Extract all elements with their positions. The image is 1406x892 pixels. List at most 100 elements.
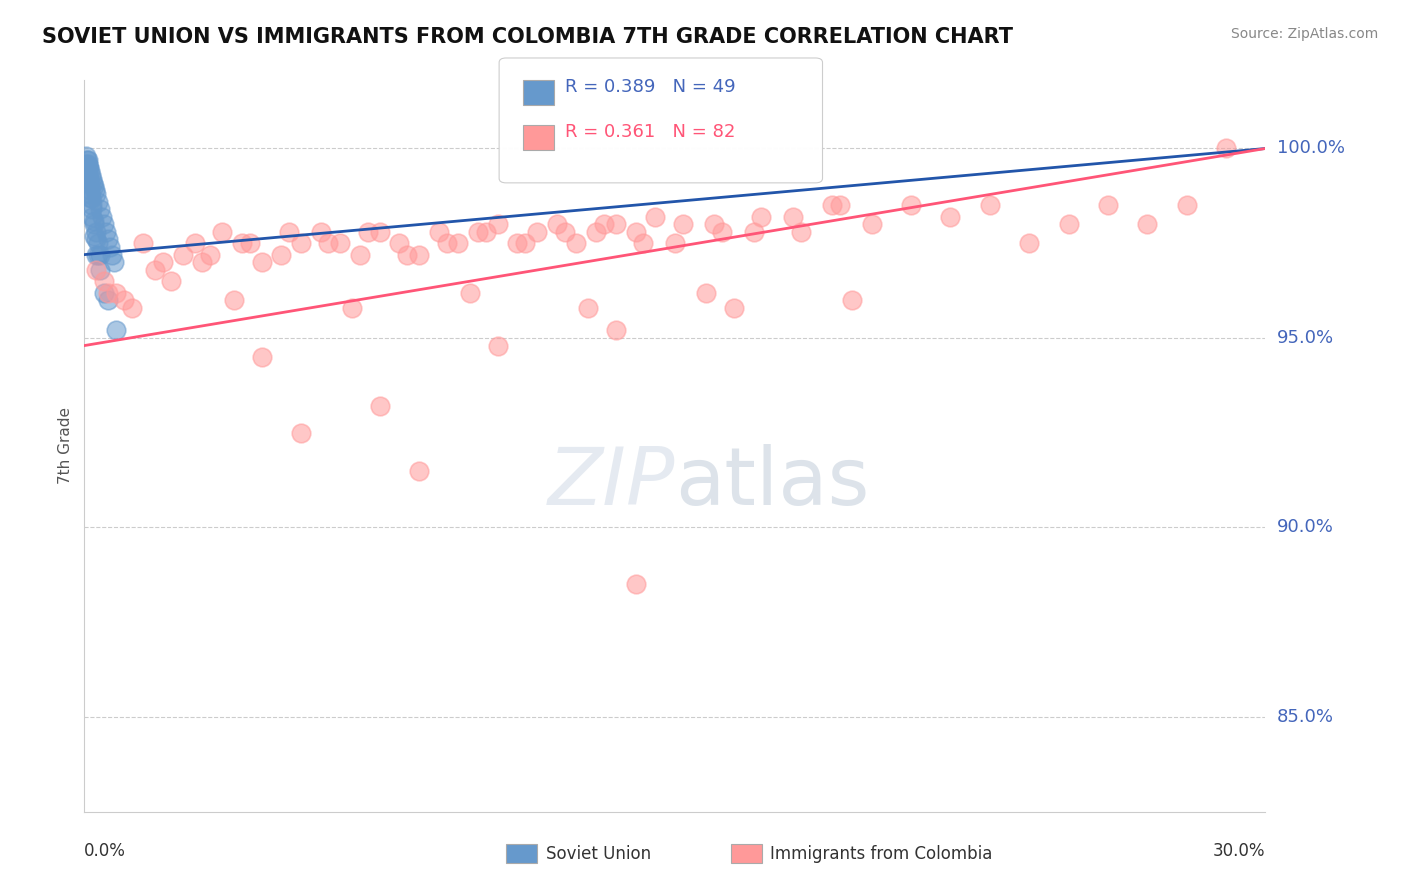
Point — [860, 217, 883, 231]
Point — [77, 156, 100, 170]
Point — [427, 225, 450, 239]
Point — [80, 168, 103, 182]
Text: 95.0%: 95.0% — [1277, 329, 1334, 347]
Point — [83, 213, 105, 227]
Point — [396, 247, 419, 261]
Point — [222, 293, 245, 307]
Point — [79, 183, 101, 197]
Point — [87, 236, 110, 251]
Point — [239, 236, 262, 251]
Point — [82, 176, 104, 190]
Point — [1097, 198, 1119, 212]
Point — [486, 338, 509, 352]
Point — [79, 191, 101, 205]
Point — [250, 255, 273, 269]
Point — [475, 225, 498, 239]
Point — [250, 350, 273, 364]
Point — [782, 210, 804, 224]
Point — [979, 198, 1001, 212]
Point — [742, 225, 765, 239]
Point — [939, 210, 962, 224]
Point — [711, 225, 734, 239]
Point — [672, 217, 695, 231]
Point — [104, 285, 127, 300]
Point — [290, 236, 312, 251]
Point — [79, 164, 101, 178]
Text: atlas: atlas — [675, 443, 869, 522]
Point — [388, 236, 411, 251]
Point — [585, 225, 607, 239]
Point — [93, 285, 115, 300]
Point — [821, 198, 844, 212]
Point — [87, 194, 110, 209]
Point — [723, 301, 745, 315]
Point — [436, 236, 458, 251]
Point — [77, 171, 100, 186]
Point — [103, 255, 125, 269]
Point — [290, 425, 312, 440]
Point — [93, 274, 115, 288]
Point — [77, 176, 100, 190]
Point — [152, 255, 174, 269]
Text: Immigrants from Colombia: Immigrants from Colombia — [770, 845, 993, 863]
Point — [486, 217, 509, 231]
Point — [368, 399, 391, 413]
Text: ZIP: ZIP — [547, 443, 675, 522]
Text: 90.0%: 90.0% — [1277, 518, 1333, 536]
Point — [340, 301, 363, 315]
Point — [841, 293, 863, 307]
Point — [75, 156, 97, 170]
Point — [75, 149, 97, 163]
Point — [76, 161, 98, 175]
Text: 85.0%: 85.0% — [1277, 708, 1333, 726]
Point — [83, 217, 105, 231]
Point — [94, 225, 117, 239]
Text: R = 0.389   N = 49: R = 0.389 N = 49 — [565, 78, 735, 96]
Point — [82, 171, 104, 186]
Point — [84, 186, 107, 201]
Point — [900, 198, 922, 212]
Point — [506, 236, 529, 251]
Point — [278, 225, 301, 239]
Point — [91, 210, 114, 224]
Point — [77, 161, 100, 175]
Point — [318, 236, 340, 251]
Point — [1175, 198, 1198, 212]
Point — [83, 179, 105, 194]
Point — [101, 247, 124, 261]
Point — [97, 232, 120, 246]
Point — [458, 285, 481, 300]
Point — [97, 293, 120, 307]
Text: R = 0.361   N = 82: R = 0.361 N = 82 — [565, 123, 735, 141]
Point — [112, 293, 135, 307]
Point — [1018, 236, 1040, 251]
Point — [1136, 217, 1159, 231]
Text: 100.0%: 100.0% — [1277, 139, 1344, 158]
Point — [104, 323, 127, 337]
Point — [664, 236, 686, 251]
Point — [565, 236, 588, 251]
Point — [89, 247, 111, 261]
Point — [84, 225, 107, 239]
Point — [97, 285, 120, 300]
Point — [172, 247, 194, 261]
Point — [624, 225, 647, 239]
Text: Soviet Union: Soviet Union — [546, 845, 651, 863]
Point — [605, 217, 627, 231]
Point — [76, 164, 98, 178]
Point — [329, 236, 352, 251]
Point — [368, 225, 391, 239]
Point — [526, 225, 548, 239]
Point — [408, 247, 430, 261]
Point — [82, 198, 104, 212]
Point — [644, 210, 666, 224]
Point — [546, 217, 568, 231]
Point — [211, 225, 233, 239]
Point — [605, 323, 627, 337]
Point — [84, 183, 107, 197]
Point — [447, 236, 470, 251]
Point — [357, 225, 380, 239]
Point — [408, 464, 430, 478]
Point — [87, 247, 110, 261]
Point — [83, 228, 105, 243]
